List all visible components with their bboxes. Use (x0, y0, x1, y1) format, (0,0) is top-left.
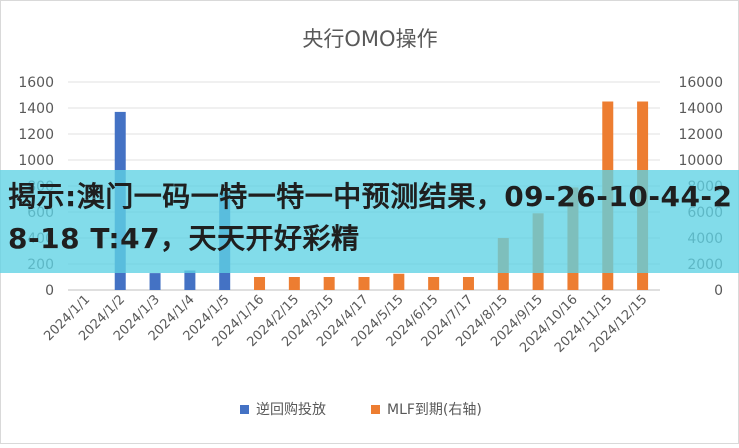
left-axis-tick-label: 0 (45, 283, 54, 299)
overlay-banner-text: 揭示:澳门一码一特一特一中预测结果，09-26-10-44-28-18 T:47… (8, 180, 733, 255)
bar-mlf (428, 277, 440, 290)
right-axis-tick-label: 14000 (678, 101, 723, 117)
left-axis-tick-label: 1600 (18, 75, 54, 91)
bar-mlf (288, 277, 300, 290)
legend-swatch-mlf (371, 405, 380, 414)
right-axis-tick-label: 16000 (678, 75, 723, 91)
left-axis-tick-label: 1400 (18, 101, 54, 117)
right-axis-tick-label: 0 (714, 283, 723, 299)
right-axis-tick-label: 10000 (678, 153, 723, 169)
bar-mlf (393, 273, 405, 290)
legend: 逆回购投放 MLF到期(右轴) (240, 402, 482, 418)
right-axis-tick-label: 12000 (678, 127, 723, 143)
legend-label-reverse-repo: 逆回购投放 (256, 402, 326, 418)
bar-mlf (323, 277, 335, 290)
legend-label-mlf: MLF到期(右轴) (387, 402, 482, 418)
left-axis-tick-label: 1000 (18, 153, 54, 169)
bar-reverse-repo (184, 270, 196, 290)
bar-mlf (254, 277, 266, 290)
left-axis-tick-label: 1200 (18, 127, 54, 143)
bar-mlf (358, 277, 370, 290)
bar-reverse-repo (149, 273, 161, 290)
chart-title: 央行OMO操作 (302, 27, 437, 51)
overlay-banner (0, 170, 739, 273)
bar-mlf (462, 277, 474, 290)
legend-swatch-reverse-repo (240, 405, 249, 414)
